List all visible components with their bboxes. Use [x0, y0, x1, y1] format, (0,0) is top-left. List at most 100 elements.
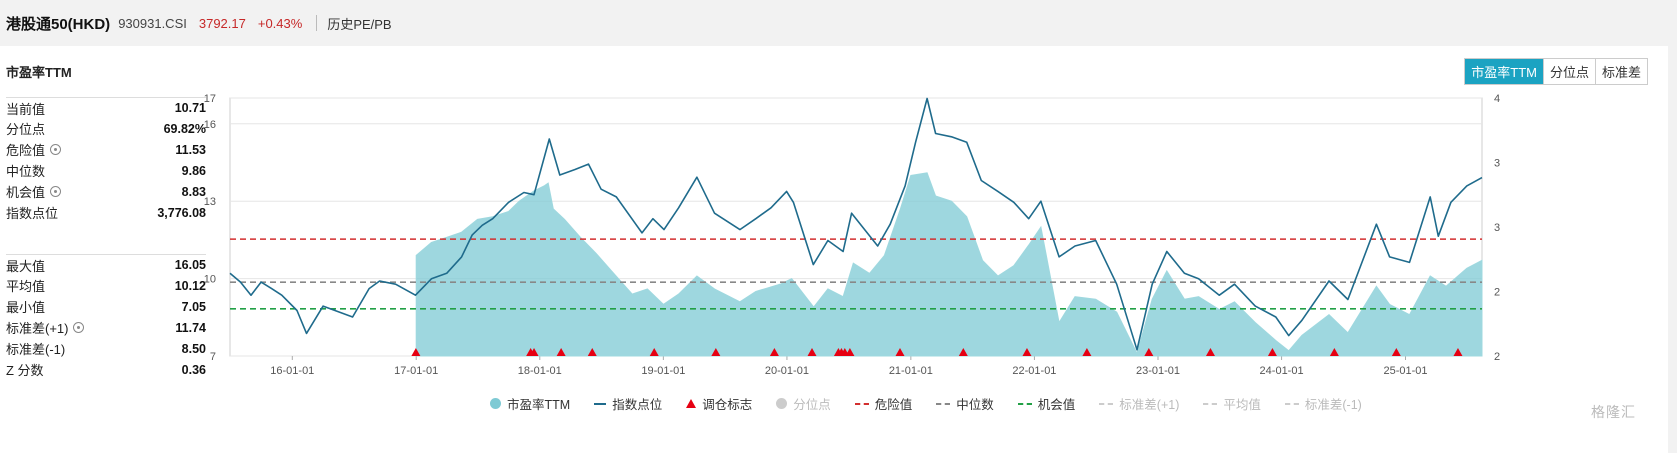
rebalance-marker	[1453, 348, 1463, 356]
stat-label: 标准差(+1)	[6, 318, 85, 337]
stat-label-text: 危险值	[6, 143, 46, 158]
stat-row: 当前值 10.71	[6, 97, 206, 118]
stat-row: 指数点位 3,776.08	[6, 202, 206, 223]
stat-label-text: 中位数	[6, 164, 46, 179]
stat-value: 0.36	[181, 362, 206, 377]
index-code: 930931.CSI	[118, 15, 187, 31]
history-pe-pb-link[interactable]: 历史PE/PB	[327, 16, 392, 32]
legend-label: 调仓标志	[702, 398, 753, 412]
legend-item[interactable]: 中位数	[936, 394, 994, 413]
legend-dash-icon	[1284, 402, 1299, 405]
legend-label: 危险值	[874, 398, 913, 412]
legend-item[interactable]: 危险值	[854, 394, 913, 413]
legend-item[interactable]: 市盈率TTM	[490, 394, 570, 413]
legend-label: 机会值	[1037, 398, 1076, 412]
rebalance-marker	[649, 348, 659, 356]
stat-label-text: 最小值	[6, 300, 46, 315]
x-tick-label: 25-01-01	[1383, 365, 1427, 377]
stats-top: 当前值 10.71 分位点 69.82% 危险值 11.53 中位数 9.86 机会值 8.83 指…	[6, 97, 206, 223]
rebalance-marker	[1267, 348, 1277, 356]
settings-gear-icon[interactable]	[50, 186, 62, 197]
x-tick-label: 17-01-01	[394, 365, 438, 377]
legend-item[interactable]: 分位点	[776, 394, 831, 413]
legend-dot-icon	[490, 398, 501, 409]
rebalance-marker	[1329, 348, 1339, 356]
legend-item[interactable]: 调仓标志	[686, 394, 752, 413]
stat-label: 分位点	[6, 119, 45, 138]
x-tick-label: 16-01-01	[270, 365, 314, 377]
tab-2[interactable]: 标准差	[1594, 59, 1647, 84]
panel-title: 市盈率TTM	[6, 65, 72, 80]
y-left-tick-label: 7	[210, 351, 216, 363]
stat-label: 最小值	[6, 297, 45, 316]
header-divider	[316, 15, 318, 31]
stat-value: 9.86	[181, 163, 206, 178]
legend-dash-icon	[936, 402, 951, 405]
stat-value: 8.50	[181, 341, 206, 356]
pe-ttm-area	[415, 172, 1483, 357]
metric-tabs: 市盈率TTM 分位点 标准差	[1464, 58, 1648, 85]
stat-label-text: 标准差(-1)	[6, 342, 66, 357]
stat-value: 11.53	[175, 142, 206, 157]
x-tick-label: 22-01-01	[1012, 365, 1056, 377]
stat-value: 16.05	[174, 258, 206, 272]
legend-dash-icon	[1203, 402, 1218, 405]
stat-value: 3,776.08	[157, 205, 206, 220]
stat-row: 最小值 7.05	[6, 296, 206, 317]
legend-label: 平均值	[1223, 398, 1261, 412]
y-left-tick-label: 13	[204, 196, 216, 208]
legend-item[interactable]: 标准差(+1)	[1099, 394, 1179, 413]
x-tick-label: 23-01-01	[1136, 365, 1180, 377]
stat-label: 指数点位	[6, 203, 58, 222]
legend-dot-icon	[776, 398, 788, 409]
stat-value: 69.82%	[163, 121, 206, 136]
stat-value: 8.83	[181, 184, 206, 199]
stat-row: 分位点 69.82%	[6, 118, 206, 139]
legend-dash-icon	[1017, 402, 1032, 405]
settings-gear-icon[interactable]	[50, 144, 62, 155]
stat-row: 机会值 8.83	[6, 181, 206, 202]
legend-label: 分位点	[793, 398, 831, 412]
legend-item[interactable]: 机会值	[1017, 394, 1076, 413]
rebalance-marker	[556, 348, 566, 356]
stat-label-text: 机会值	[6, 185, 46, 200]
y-right-tick-label: 2,734	[1494, 286, 1500, 298]
legend-label: 中位数	[956, 398, 994, 412]
tab-0[interactable]: 市盈率TTM	[1465, 59, 1543, 84]
stat-row: 最大值 16.05	[6, 254, 206, 275]
legend-item[interactable]: 平均值	[1203, 394, 1261, 413]
stat-label-text: 最大值	[6, 258, 46, 274]
y-left-tick-label: 10	[204, 274, 216, 286]
rebalance-marker	[411, 348, 421, 356]
rebalance-marker	[769, 348, 779, 356]
y-right-tick-label: 3,325	[1494, 222, 1500, 234]
settings-gear-icon[interactable]	[73, 322, 85, 333]
index-change: +0.43%	[257, 15, 303, 31]
stat-label: 平均值	[6, 276, 45, 295]
legend-item[interactable]: 指数点位	[594, 394, 662, 413]
tab-1[interactable]: 分位点	[1542, 59, 1595, 84]
legend-item[interactable]: 标准差(-1)	[1284, 394, 1362, 413]
legend-dash-icon	[1099, 402, 1114, 405]
stat-label-text: 当前值	[6, 101, 46, 117]
stat-label: 当前值	[6, 99, 45, 118]
stat-label: 危险值	[6, 140, 62, 159]
stat-label-text: Z 分数	[6, 363, 44, 378]
x-tick-label: 21-01-01	[889, 365, 933, 377]
stat-row: Z 分数 0.36	[6, 359, 206, 380]
stat-label: 中位数	[6, 161, 45, 180]
y-right-tick-label: 3,916	[1494, 157, 1500, 169]
y-right-tick-label: 2,143	[1494, 351, 1500, 363]
stat-row: 标准差(-1) 8.50	[6, 338, 206, 359]
stat-row: 中位数 9.86	[6, 160, 206, 181]
stat-value: 10.12	[174, 278, 206, 293]
legend-dash-icon	[854, 402, 869, 405]
x-tick-label: 24-01-01	[1260, 365, 1304, 377]
stat-label-text: 指数点位	[6, 206, 59, 221]
rebalance-marker	[529, 348, 539, 356]
stat-row: 平均值 10.12	[6, 275, 206, 296]
rebalance-marker	[807, 348, 817, 356]
stat-label: 标准差(-1)	[6, 339, 65, 358]
stat-row: 标准差(+1) 11.74	[6, 317, 206, 338]
page-header: 港股通50(HKD) 930931.CSI 3792.17 +0.43% 历史P…	[0, 0, 1677, 46]
